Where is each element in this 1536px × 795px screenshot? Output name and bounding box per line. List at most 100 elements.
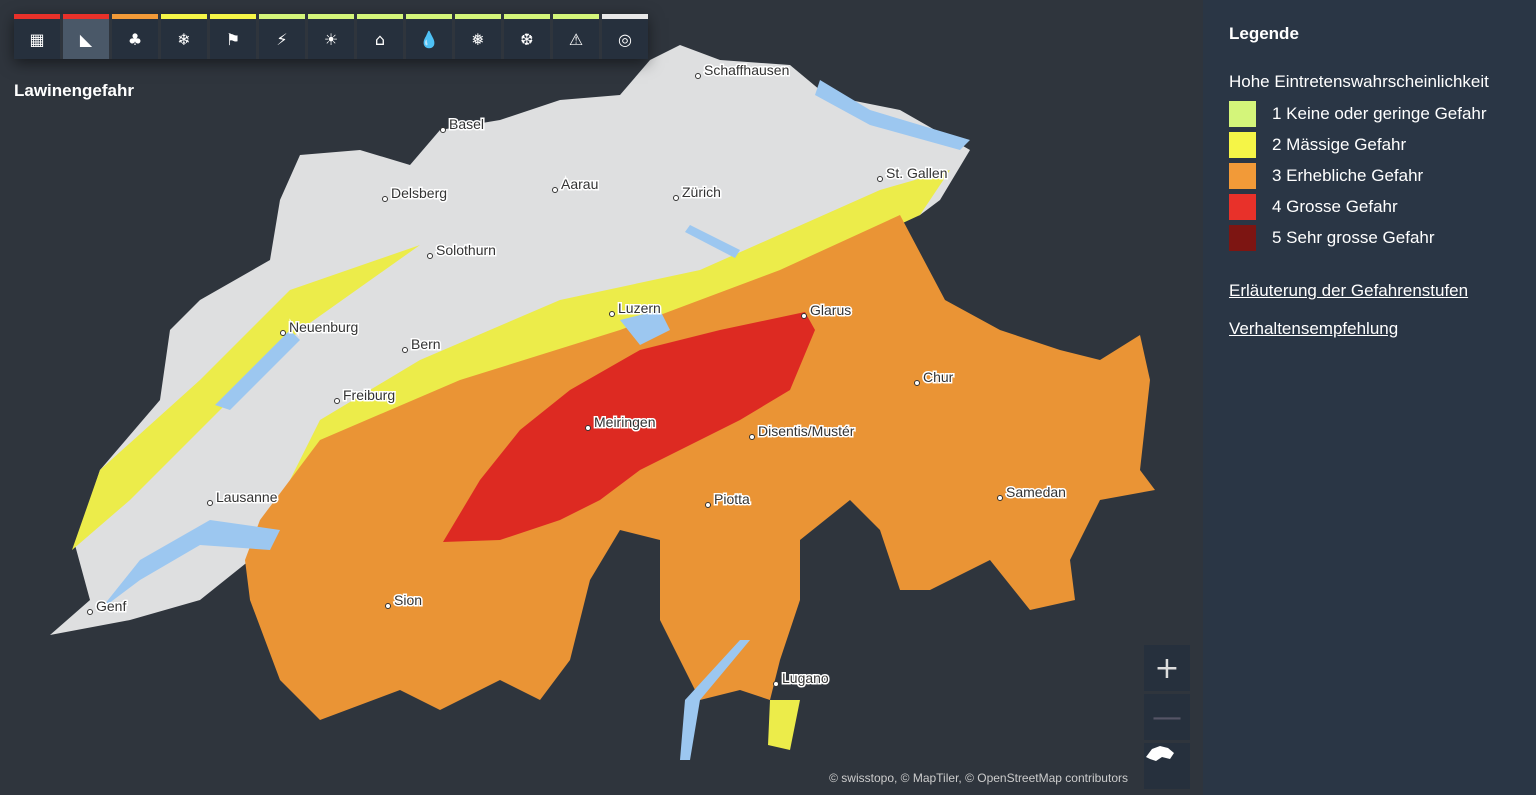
avalanche-icon: ◣	[79, 29, 93, 49]
city-marker	[334, 398, 340, 404]
hazard-level-bar	[553, 14, 599, 19]
hazard-button-heat[interactable]: ☀	[308, 14, 354, 59]
city-label: Zürich	[682, 184, 721, 200]
legend-subtitle: Hohe Eintretenswahrscheinlichkeit	[1229, 72, 1489, 91]
heat-thermometer-icon: ☀	[323, 29, 339, 49]
city-marker	[877, 176, 883, 182]
city-label: Schaffhausen	[704, 62, 789, 78]
legend-swatch	[1229, 162, 1256, 189]
hazard-level-bar	[14, 14, 60, 19]
hazard-toolbar: ▦ ◣ ♣ ❄ ⚑ ⚡ ☀ ⌂ 💧 ❅ ❆ ⚠ ◎	[14, 14, 648, 59]
city-label: Disentis/Mustér	[758, 423, 855, 439]
city-label: Samedan	[1006, 484, 1066, 500]
hazard-level-bar	[504, 14, 550, 19]
legend-label: 4 Grosse Gefahr	[1272, 196, 1398, 216]
map-attribution: © swisstopo, © MapTiler, © OpenStreetMap…	[829, 771, 1128, 785]
region-level-3	[245, 215, 1155, 720]
city-labels: Schaffhausen Basel Delsberg Aarau Zürich St. …	[87, 61, 1067, 688]
city-marker	[695, 73, 701, 79]
city-marker	[801, 313, 807, 319]
hazard-button-forest-fire[interactable]: ♣	[112, 14, 158, 59]
city-label: Piotta	[714, 491, 750, 507]
hazard-button-earthquake[interactable]: ◎	[602, 14, 648, 59]
city-marker	[280, 330, 286, 336]
hazard-button-slippery-roads[interactable]: ❆	[504, 14, 550, 59]
windsock-icon: ⚑	[225, 29, 241, 49]
city-label: St. Gallen	[886, 165, 947, 181]
hazard-level-bar	[308, 14, 354, 19]
hazard-level-bar	[63, 14, 109, 19]
city-marker	[914, 380, 920, 386]
region-level-4	[443, 312, 815, 542]
forest-fire-icon: ♣	[127, 29, 143, 49]
grid-icon: ▦	[29, 29, 45, 49]
city-marker	[997, 495, 1003, 501]
hazard-button-rain[interactable]: 💧	[406, 14, 452, 59]
city-label: Solothurn	[436, 242, 496, 258]
legend-item: 3 Erhebliche Gefahr	[1229, 160, 1510, 191]
city-marker	[673, 195, 679, 201]
hazard-button-thunderstorm[interactable]: ⚡	[259, 14, 305, 59]
road-snow-icon: ❆	[520, 29, 534, 49]
hazard-button-flood[interactable]: ⌂	[357, 14, 403, 59]
map-canvas[interactable]: Schaffhausen Basel Delsberg Aarau Zürich St. …	[0, 0, 1203, 795]
city-marker	[207, 500, 213, 506]
hazard-level-bar	[259, 14, 305, 19]
legend-item: 4 Grosse Gefahr	[1229, 191, 1510, 222]
city-marker	[440, 127, 446, 133]
legend-label: 2 Mässige Gefahr	[1272, 134, 1407, 154]
city-marker	[705, 502, 711, 508]
behaviour-recommendation-link[interactable]: Verhaltensempfehlung	[1229, 319, 1399, 338]
city-marker	[609, 311, 615, 317]
hazard-level-bar	[210, 14, 256, 19]
legend-item: 2 Mässige Gefahr	[1229, 129, 1510, 160]
city-marker	[749, 434, 755, 440]
legend-label: 3 Erhebliche Gefahr	[1272, 165, 1424, 185]
city-label: Aarau	[561, 176, 598, 192]
city-label: Neuenburg	[289, 319, 358, 335]
flood-house-icon: ⌂	[374, 29, 386, 49]
legend-swatch	[1229, 224, 1256, 251]
city-label: Chur	[923, 369, 954, 385]
hazard-button-frost[interactable]: ❄	[161, 14, 207, 59]
legend-item: 5 Sehr grosse Gefahr	[1229, 222, 1510, 253]
hazard-level-bar	[357, 14, 403, 19]
city-marker	[402, 347, 408, 353]
danger-levels-link[interactable]: Erläuterung der Gefahrenstufen	[1229, 281, 1469, 300]
hazard-level-bar	[161, 14, 207, 19]
region-level-2	[72, 170, 950, 750]
hazard-button-landslide[interactable]: ⚠	[553, 14, 599, 59]
city-marker	[427, 253, 433, 259]
lakes	[100, 80, 970, 760]
hazard-button-overview[interactable]: ▦	[14, 14, 60, 59]
city-label: Sion	[394, 592, 422, 608]
city-label: Genf	[96, 598, 126, 614]
city-marker	[385, 603, 391, 609]
map[interactable]: Schaffhausen Basel Delsberg Aarau Zürich St. …	[0, 0, 1203, 795]
legend-swatch	[1229, 193, 1256, 220]
hazard-button-avalanche[interactable]: ◣	[63, 14, 109, 59]
hazard-button-snow[interactable]: ❅	[455, 14, 501, 59]
legend-label: 5 Sehr grosse Gefahr	[1272, 227, 1435, 247]
legend-label: 1 Keine oder geringe Gefahr	[1272, 103, 1487, 123]
city-label: Freiburg	[343, 387, 395, 403]
city-label: Lugano	[782, 670, 829, 686]
city-marker	[87, 609, 93, 615]
legend-title: Legende	[1229, 24, 1299, 43]
switzerland-icon	[1146, 746, 1174, 761]
legend-swatch	[1229, 100, 1256, 127]
hazard-button-wind[interactable]: ⚑	[210, 14, 256, 59]
legend-item: 1 Keine oder geringe Gefahr	[1229, 98, 1510, 129]
hazard-level-bar	[455, 14, 501, 19]
legend-panel: Legende Hohe Eintretenswahrscheinlichkei…	[1203, 0, 1536, 795]
city-marker	[585, 425, 591, 431]
city-marker	[773, 681, 779, 687]
zoom-out-button[interactable]: —	[1144, 694, 1190, 740]
lightning-icon: ⚡	[276, 29, 288, 49]
city-label: Lausanne	[216, 489, 278, 505]
zoom-in-button[interactable]: +	[1144, 645, 1190, 691]
city-marker	[382, 196, 388, 202]
city-label: Luzern	[618, 300, 661, 316]
hazard-level-bar	[602, 14, 648, 19]
reset-view-button[interactable]	[1144, 743, 1190, 789]
